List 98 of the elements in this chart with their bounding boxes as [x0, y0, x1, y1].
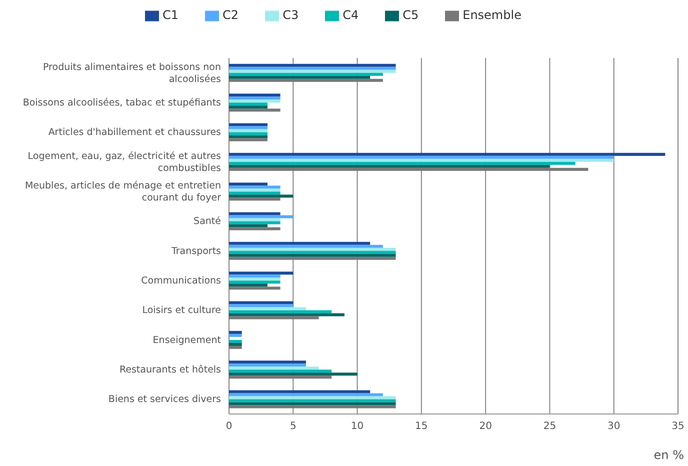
- bar: [229, 393, 383, 396]
- bar: [229, 132, 268, 136]
- bar: [229, 218, 280, 222]
- bar: [229, 164, 550, 168]
- bar: [229, 242, 370, 245]
- bar: [229, 256, 396, 260]
- legend-label: C1: [162, 8, 179, 22]
- bar: [229, 390, 370, 394]
- bar: [229, 313, 344, 316]
- bar: [229, 227, 280, 230]
- legend-label: C5: [402, 8, 419, 22]
- y-tick-label: Santé: [194, 216, 222, 227]
- x-tick-label: 30: [607, 421, 620, 432]
- bar: [229, 212, 280, 216]
- y-tick-label: Transports: [170, 245, 222, 256]
- bar: [229, 126, 268, 130]
- bar: [229, 162, 576, 165]
- y-tick-label: Meubles, articles de ménage et entretien courant du foyer: [24, 180, 222, 204]
- legend-label: Ensemble: [462, 8, 522, 22]
- bar: [229, 310, 332, 314]
- legend-label: C3: [282, 8, 299, 22]
- y-tick-label: Biens et services divers: [108, 394, 222, 405]
- bar: [229, 129, 268, 132]
- bar: [229, 66, 396, 70]
- bar: [229, 370, 332, 373]
- y-tick-label: Restaurants et hôtels: [119, 364, 222, 376]
- bar: [229, 138, 268, 142]
- bar: [229, 360, 306, 364]
- bar: [229, 186, 280, 189]
- bar: [229, 346, 242, 349]
- bar: [229, 78, 383, 82]
- bar: [229, 106, 268, 109]
- bar: [229, 244, 383, 248]
- bar: [229, 342, 242, 346]
- bar: [229, 96, 280, 100]
- bar: [229, 372, 358, 376]
- bar: [229, 64, 396, 67]
- bar: [229, 123, 268, 126]
- bar: [229, 76, 370, 79]
- legend-label: C2: [222, 8, 239, 22]
- x-tick-label: 5: [290, 421, 296, 432]
- bar: [229, 224, 268, 228]
- x-tick-label: 10: [350, 421, 364, 432]
- bar: [229, 135, 268, 138]
- bar: [229, 248, 396, 251]
- bar: [229, 168, 588, 171]
- bar: [229, 284, 268, 287]
- bar: [229, 301, 294, 304]
- bar: [229, 399, 396, 402]
- bar: [229, 70, 396, 73]
- x-tick-label: 35: [672, 421, 684, 432]
- y-tick-label: Enseignement: [152, 334, 222, 346]
- bar: [229, 274, 280, 278]
- bar: [229, 102, 268, 106]
- y-tick-label: Communications: [141, 275, 222, 286]
- bar: [229, 250, 396, 254]
- bar: [229, 402, 396, 406]
- bar: [229, 366, 319, 370]
- bar: [229, 278, 280, 281]
- bar: [229, 316, 319, 320]
- y-tick-label: Produits alimentaires et boissons non alcoolisées: [43, 61, 222, 84]
- bar: [229, 108, 280, 112]
- bar: [229, 280, 280, 284]
- bar: [229, 334, 242, 337]
- bar: [229, 158, 614, 162]
- bar: [229, 376, 332, 379]
- bar: [229, 156, 614, 159]
- bar: [229, 215, 294, 218]
- x-tick-label: 25: [543, 421, 556, 432]
- bar: [229, 221, 280, 224]
- bar: [229, 94, 280, 97]
- bar: [229, 192, 280, 195]
- bar: [229, 364, 306, 367]
- bar: [229, 286, 280, 290]
- bar: [229, 100, 280, 103]
- bar: [229, 340, 242, 343]
- x-tick-label: 0: [226, 421, 232, 432]
- x-axis-title: en %: [654, 448, 684, 462]
- bar: [229, 194, 294, 198]
- bar: [229, 182, 268, 186]
- bar: [229, 307, 306, 310]
- bar: [229, 72, 383, 76]
- x-tick-label: 20: [479, 421, 492, 432]
- bar: [229, 405, 396, 408]
- bar: [229, 198, 280, 201]
- bar: [229, 304, 294, 308]
- bar: [229, 152, 666, 156]
- x-tick-label: 15: [415, 421, 428, 432]
- y-tick-label: Articles d'habillement et chaussures: [48, 126, 222, 138]
- bar: [229, 272, 294, 275]
- y-tick-label: Loisirs et culture: [142, 304, 222, 316]
- bar: [229, 330, 242, 334]
- bar: [229, 188, 280, 192]
- y-tick-label: Logement, eau, gaz, électricité et autres combustibles: [28, 150, 222, 174]
- y-tick-label: Boissons alcoolisées, tabac et stupéfiants: [22, 97, 222, 108]
- bar: [229, 396, 396, 400]
- bar: [229, 254, 396, 257]
- legend-label: C4: [342, 8, 359, 22]
